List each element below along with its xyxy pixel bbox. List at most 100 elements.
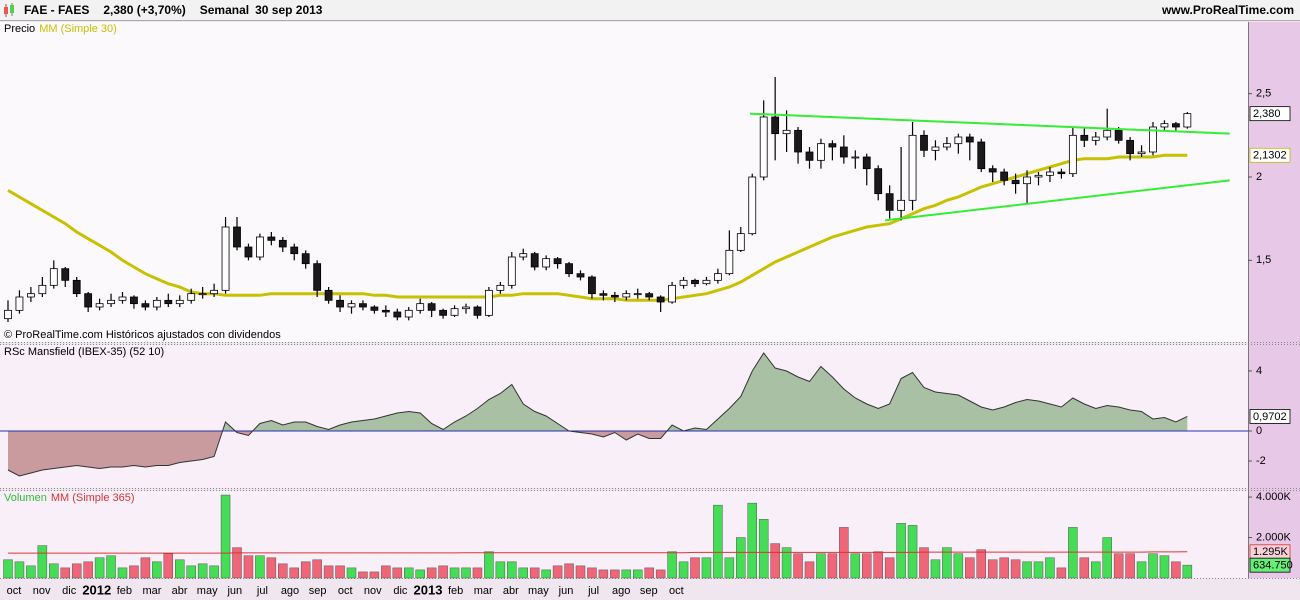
y-tick-label: 1,5 xyxy=(1256,254,1271,266)
volume-bar xyxy=(37,545,48,579)
candle-body xyxy=(370,306,379,311)
volume-bar xyxy=(49,563,59,579)
candle-body xyxy=(381,309,390,313)
price-panel xyxy=(0,22,1248,342)
value-marker-label: 2,1302 xyxy=(1253,150,1287,162)
candle-body xyxy=(851,156,860,159)
x-tick-label: 2013 xyxy=(414,582,443,597)
value-marker-label: 634.750 xyxy=(1253,560,1293,572)
volume-bar xyxy=(747,502,757,579)
x-tick-label: abr xyxy=(172,585,188,597)
volume-bar xyxy=(323,565,334,579)
candle-body xyxy=(210,289,219,295)
area-positive xyxy=(8,353,1188,431)
candle-body xyxy=(702,279,711,285)
candle-body xyxy=(988,168,997,173)
volume-bar xyxy=(999,557,1009,579)
volume-bar xyxy=(827,553,838,579)
volume-bar xyxy=(633,569,643,579)
candle-body xyxy=(255,236,264,258)
volume-bar xyxy=(965,557,975,579)
volume-bar xyxy=(1125,553,1135,579)
candle-body xyxy=(1137,151,1146,155)
volume-bar xyxy=(655,569,666,579)
volume-bar xyxy=(484,551,494,579)
candle-body xyxy=(668,284,676,303)
candle-body xyxy=(1126,139,1134,155)
candle-body xyxy=(771,116,780,135)
volume-bar xyxy=(415,569,425,579)
candle-body xyxy=(1114,129,1123,141)
candle-body xyxy=(542,258,551,268)
candle-body xyxy=(965,136,974,143)
x-tick-label: sep xyxy=(640,585,658,597)
volume-bar xyxy=(152,561,162,579)
volume-bar xyxy=(690,557,700,579)
volume-bar xyxy=(724,557,735,579)
volume-bar xyxy=(1113,553,1124,579)
panel-title: RSc Mansfield (IBEX-35) (52 10) xyxy=(4,346,164,358)
candle-body xyxy=(610,294,619,298)
candle-body xyxy=(324,289,333,301)
candle-body xyxy=(943,143,951,148)
candle-body xyxy=(553,258,562,265)
volume-bar xyxy=(232,547,242,579)
candle-body xyxy=(885,193,894,211)
candle-body xyxy=(862,156,871,170)
candle-body xyxy=(49,268,58,286)
volume-bar xyxy=(381,565,391,579)
candle-body xyxy=(38,284,47,295)
volume-bar xyxy=(816,553,826,579)
volume-bar xyxy=(1056,567,1067,579)
candle-body xyxy=(1172,123,1180,128)
volume-bar xyxy=(71,563,82,579)
x-tick-label: ago xyxy=(281,585,299,597)
volume-bar xyxy=(1068,527,1078,579)
candle-body xyxy=(130,296,138,305)
volume-bar xyxy=(1102,537,1112,579)
volume-bar xyxy=(197,563,208,579)
volume-bar xyxy=(1171,561,1181,579)
volume-bar xyxy=(1079,557,1090,579)
period: Semanal xyxy=(200,3,249,17)
candle-body xyxy=(164,299,173,305)
x-tick-label: nov xyxy=(364,585,382,597)
volume-bar xyxy=(14,561,25,579)
volume-bar xyxy=(426,567,437,579)
volume-bar xyxy=(335,565,345,579)
candle-body xyxy=(26,293,35,298)
candle-body xyxy=(244,246,253,258)
site-link[interactable]: www.ProRealTime.com xyxy=(1161,3,1294,17)
volume-bar xyxy=(884,557,895,579)
volume-bar xyxy=(495,561,506,579)
volume-bar xyxy=(175,559,185,579)
candle-body xyxy=(187,293,196,301)
candle-body xyxy=(565,263,573,275)
trendline xyxy=(884,179,1230,222)
volume-bar xyxy=(518,567,528,579)
volume-bar xyxy=(472,567,483,579)
candle-body xyxy=(908,134,917,201)
x-tick-label: jun xyxy=(226,585,242,597)
candle-body xyxy=(484,289,493,316)
panel-title: Volumen xyxy=(4,492,47,504)
candle-body xyxy=(107,299,115,305)
candle-body xyxy=(175,299,184,305)
candle-body xyxy=(221,226,230,291)
candle-body xyxy=(450,308,459,316)
value-marker xyxy=(1249,557,1291,573)
candle-body xyxy=(61,268,70,281)
legend-entry: MM (Simple 30) xyxy=(39,23,117,35)
candle-body xyxy=(118,296,127,301)
candle-body xyxy=(897,199,905,211)
candle-body xyxy=(313,263,322,291)
candle-body xyxy=(656,296,665,303)
y-tick-label: 0 xyxy=(1256,425,1262,437)
candle-body xyxy=(290,246,299,255)
volume-bar xyxy=(209,565,219,579)
panel-title: Precio xyxy=(4,23,35,35)
y-tick-label: -2 xyxy=(1256,455,1266,467)
volume-bar xyxy=(186,565,196,579)
volume-bar xyxy=(736,537,746,579)
volume-bar xyxy=(1091,561,1101,579)
